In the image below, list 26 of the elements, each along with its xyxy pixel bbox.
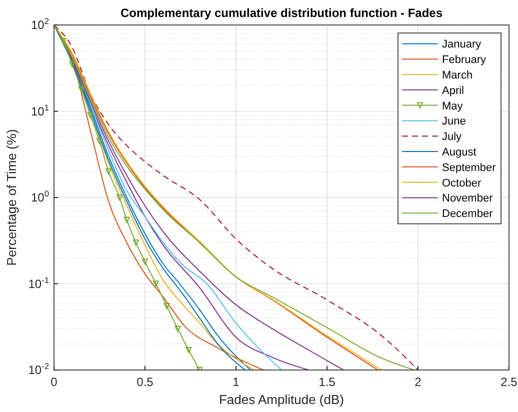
legend-label: January <box>442 38 482 51</box>
legend-label: May <box>442 100 464 112</box>
legend-label: April <box>442 84 464 97</box>
legend-label: February <box>442 54 487 66</box>
y-tick-label: 10$^{2}$ <box>30 16 50 32</box>
chart-title: Complementary cumulative distribution function - Fades <box>120 6 443 20</box>
legend-label: December <box>442 208 494 220</box>
legend-label: June <box>442 116 466 128</box>
y-tick-label: 10$^{-2}$ <box>28 361 50 377</box>
legend-label: October <box>442 177 482 190</box>
x-tick-label: 0.5 <box>136 375 154 389</box>
x-tick-label: 1 <box>232 375 240 389</box>
legend-label: August <box>442 146 476 158</box>
legend-label: November <box>442 192 494 205</box>
legend-label: September <box>442 162 496 174</box>
x-axis-title: Fades Amplitude (dB) <box>218 392 344 407</box>
y-tick-label: 10$^{-1}$ <box>28 274 50 291</box>
x-tick-label: 1.5 <box>318 375 336 389</box>
legend-label: March <box>442 70 473 82</box>
x-tick-label: 0 <box>50 375 58 389</box>
legend-label: July <box>442 131 462 144</box>
x-tick-label: 2 <box>414 375 422 389</box>
x-tick-label: 2.5 <box>500 375 518 389</box>
y-axis-title: Percentage of Time (%) <box>4 129 19 266</box>
y-tick-label: 10$^{1}$ <box>30 102 50 118</box>
y-tick-label: 10$^{0}$ <box>30 188 50 204</box>
